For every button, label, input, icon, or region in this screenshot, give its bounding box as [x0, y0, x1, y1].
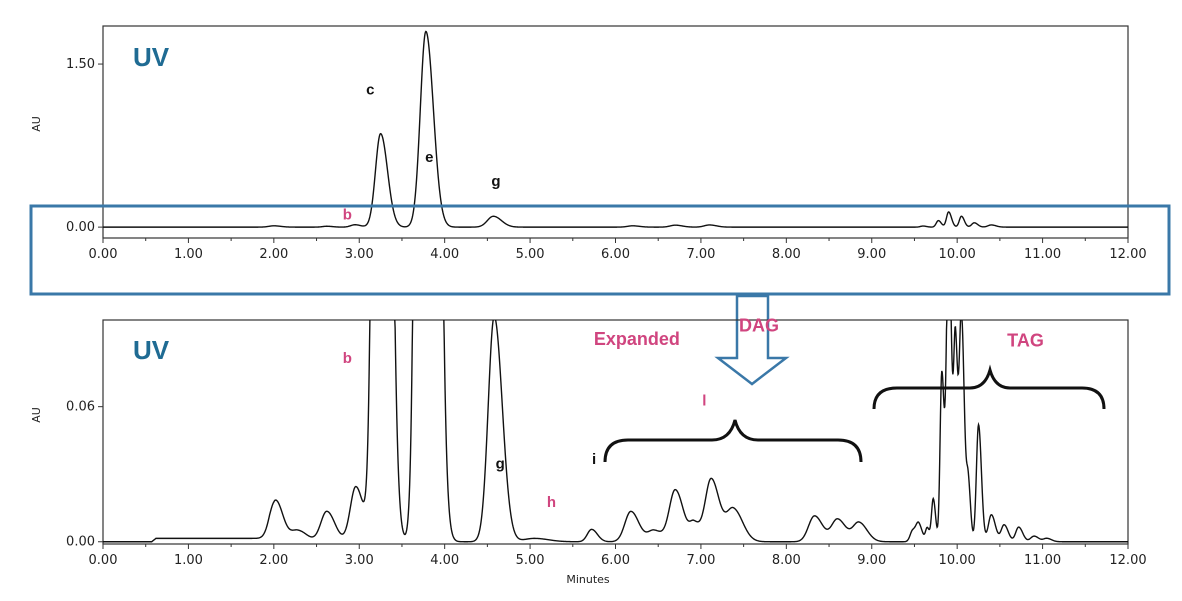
x-tick-label: 0.00	[89, 247, 118, 262]
top-peak-label-b: b	[343, 207, 352, 224]
x-tick-label: 1.00	[174, 553, 203, 568]
region-braces	[603, 364, 1106, 463]
bottom-peak-label-g: g	[496, 456, 505, 473]
x-tick-label: 9.00	[857, 247, 886, 262]
x-tick-label: 2.00	[259, 553, 288, 568]
bottom-panel: UV AU 0.00 0.06 0.00 1.00 2.00 3.00 4.00 5.00 6…	[30, 315, 1147, 586]
y-tick-label: 0.06	[66, 400, 95, 415]
x-tick-label: 2.00	[259, 247, 288, 262]
bottom-peak-labels: b g h i l	[343, 350, 707, 511]
tag-brace	[872, 364, 1106, 410]
region-label-expanded: Expanded	[594, 329, 680, 349]
top-chromatogram-trace	[103, 30, 1128, 228]
x-tick-label: 9.00	[857, 553, 886, 568]
bottom-peak-label-i: i	[592, 451, 596, 468]
x-tick-label: 3.00	[345, 247, 374, 262]
top-panel: UV AU 0.00 1.50 0.00 1.00 2.00 3.00 4.00 5.00 6…	[30, 25, 1147, 262]
top-peak-label-e: e	[425, 149, 433, 166]
y-tick-label: 0.00	[66, 220, 95, 235]
bottom-peak-label-b: b	[343, 350, 352, 367]
bottom-plot-frame	[102, 319, 1129, 545]
region-label-dag: DAG	[739, 315, 779, 335]
bottom-region-labels: Expanded DAG TAG	[594, 315, 1044, 350]
x-tick-label: 10.00	[939, 247, 976, 262]
top-peak-label-c: c	[366, 81, 374, 98]
x-tick-label: 7.00	[686, 553, 715, 568]
x-tick-label: 7.00	[686, 247, 715, 262]
x-axis-title: Minutes	[566, 573, 610, 586]
x-tick-label: 4.00	[430, 553, 459, 568]
x-tick-label: 3.00	[345, 553, 374, 568]
x-tick-label: 6.00	[601, 247, 630, 262]
top-x-ticks: 0.00 1.00 2.00 3.00 4.00 5.00 6.00 7.00 8.00 9.00…	[89, 238, 1147, 262]
x-tick-label: 6.00	[601, 553, 630, 568]
bottom-x-ticks: 0.00 1.00 2.00 3.00 4.00 5.00 6.00 7.00 8.00 9.00…	[89, 544, 1147, 568]
dag-brace	[603, 419, 863, 463]
bottom-y-ticks: 0.00 0.06	[66, 400, 103, 550]
top-peak-label-g: g	[491, 173, 500, 190]
top-y-axis-label: AU	[30, 116, 43, 132]
x-tick-label: 1.00	[174, 247, 203, 262]
bottom-chromatogram-trace	[103, 320, 1128, 543]
expand-arrow-icon	[714, 294, 790, 386]
x-tick-label: 8.00	[772, 247, 801, 262]
x-tick-label: 0.00	[89, 553, 118, 568]
top-peak-labels: b c e g	[343, 81, 501, 223]
top-panel-tag: UV	[133, 42, 170, 72]
x-tick-label: 10.00	[939, 553, 976, 568]
bottom-peak-label-l: l	[702, 393, 706, 410]
y-tick-label: 0.00	[66, 535, 95, 550]
x-tick-label: 12.00	[1109, 553, 1146, 568]
bottom-panel-tag: UV	[133, 335, 170, 365]
x-tick-label: 4.00	[430, 247, 459, 262]
bottom-y-axis-label: AU	[30, 407, 43, 423]
x-tick-label: 12.00	[1109, 247, 1146, 262]
x-tick-label: 11.00	[1024, 247, 1061, 262]
x-tick-label: 11.00	[1024, 553, 1061, 568]
x-tick-label: 5.00	[516, 247, 545, 262]
top-y-ticks: 0.00 1.50	[66, 57, 103, 235]
region-label-tag: TAG	[1007, 330, 1044, 350]
y-tick-label: 1.50	[66, 57, 95, 72]
x-tick-label: 8.00	[772, 553, 801, 568]
x-tick-label: 5.00	[516, 553, 545, 568]
zoom-highlight-box	[29, 204, 1171, 296]
bottom-peak-label-h: h	[547, 494, 556, 511]
